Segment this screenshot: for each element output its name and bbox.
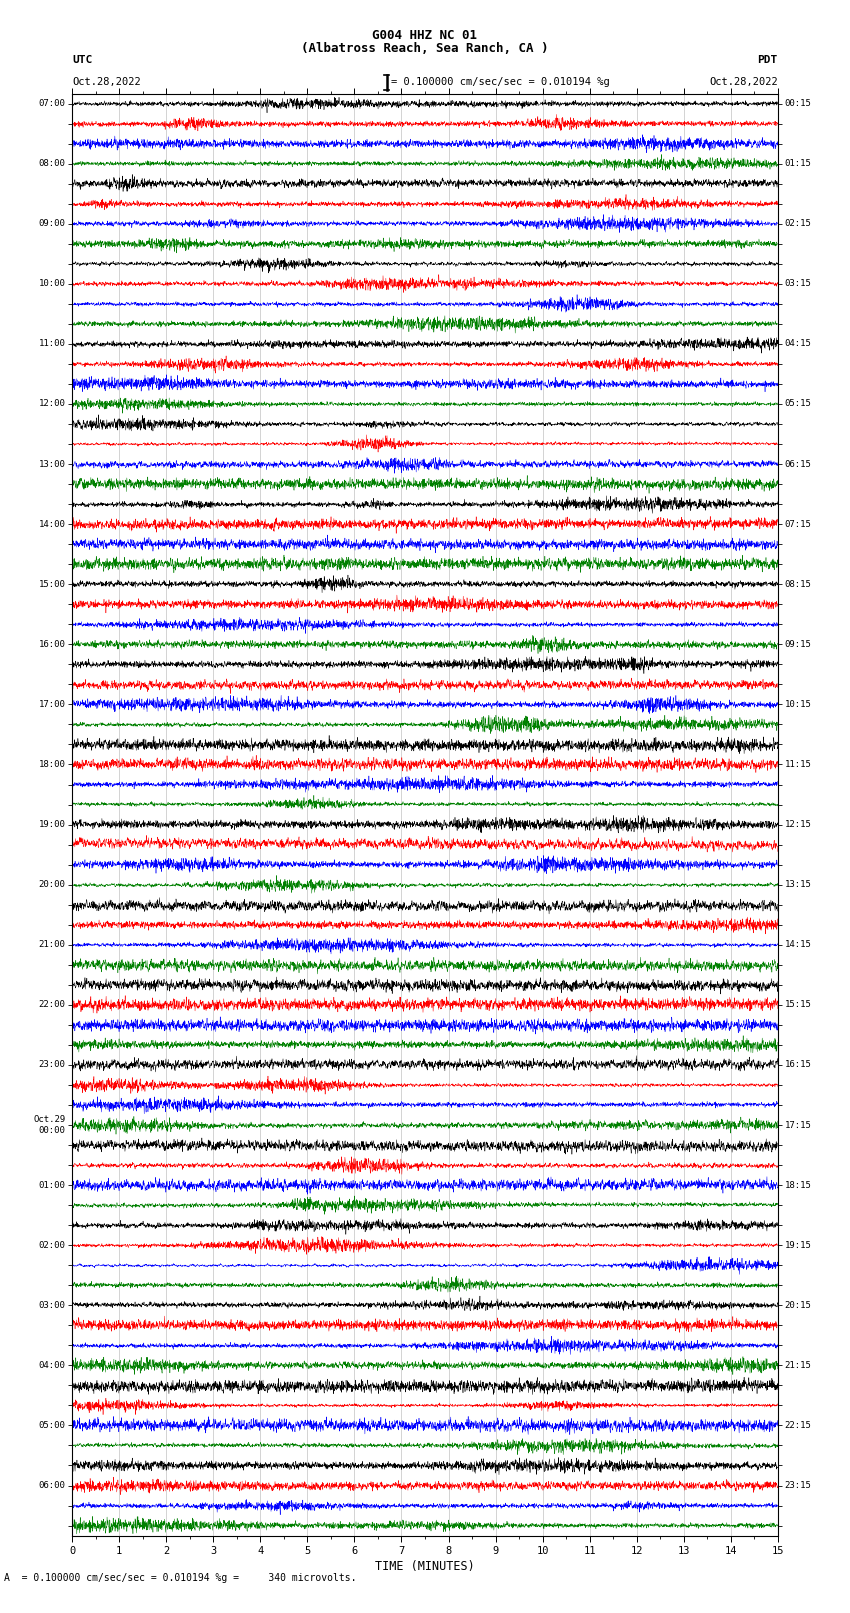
Text: G004 HHZ NC 01: G004 HHZ NC 01 (372, 29, 478, 42)
X-axis label: TIME (MINUTES): TIME (MINUTES) (375, 1560, 475, 1573)
Text: Oct.28,2022: Oct.28,2022 (709, 77, 778, 87)
Text: = 0.100000 cm/sec/sec = 0.010194 %g: = 0.100000 cm/sec/sec = 0.010194 %g (391, 77, 609, 87)
Text: (Albatross Reach, Sea Ranch, CA ): (Albatross Reach, Sea Ranch, CA ) (301, 42, 549, 55)
Text: Oct.28,2022: Oct.28,2022 (72, 77, 141, 87)
Text: PDT: PDT (757, 55, 778, 65)
Text: UTC: UTC (72, 55, 93, 65)
Text: A  = 0.100000 cm/sec/sec = 0.010194 %g =     340 microvolts.: A = 0.100000 cm/sec/sec = 0.010194 %g = … (4, 1573, 357, 1582)
